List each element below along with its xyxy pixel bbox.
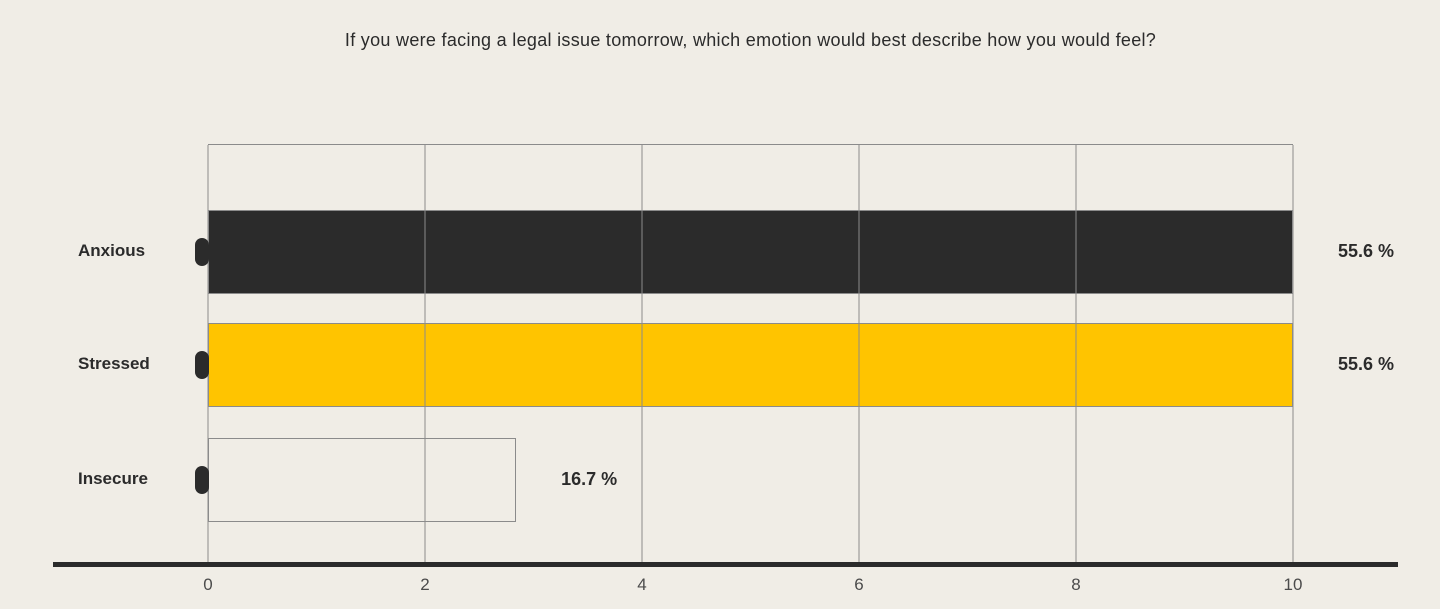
category-label-anxious: Anxious bbox=[78, 241, 146, 260]
gridline-x-4 bbox=[641, 145, 643, 563]
bar-anxious bbox=[208, 210, 1293, 294]
x-tick-label-2: 2 bbox=[420, 575, 430, 594]
gridline-x-8 bbox=[1075, 145, 1077, 563]
bar-insecure bbox=[208, 438, 517, 522]
x-tick-label-0: 0 bbox=[203, 575, 213, 594]
plot-area bbox=[195, 144, 1294, 563]
category-label-stressed: Stressed bbox=[78, 354, 150, 373]
x-tick-label-10: 10 bbox=[1283, 575, 1303, 594]
row-marker-insecure bbox=[195, 466, 209, 494]
x-axis-line bbox=[53, 562, 1398, 567]
row-marker-stressed bbox=[195, 351, 209, 379]
value-label-insecure: 16.7 % bbox=[561, 469, 618, 489]
bar-stressed bbox=[208, 323, 1293, 407]
chart-title: If you were facing a legal issue tomorro… bbox=[344, 30, 1157, 50]
value-label-anxious: 55.6 % bbox=[1338, 241, 1395, 261]
gridline-x-10 bbox=[1292, 145, 1294, 563]
value-label-stressed: 55.6 % bbox=[1338, 354, 1395, 374]
category-label-insecure: Insecure bbox=[78, 469, 148, 488]
x-tick-label-4: 4 bbox=[637, 575, 647, 594]
row-marker-anxious bbox=[195, 238, 209, 266]
x-tick-label-6: 6 bbox=[854, 575, 864, 594]
gridline-x-6 bbox=[858, 145, 860, 563]
x-tick-label-8: 8 bbox=[1071, 575, 1081, 594]
gridline-x-2 bbox=[424, 145, 426, 563]
